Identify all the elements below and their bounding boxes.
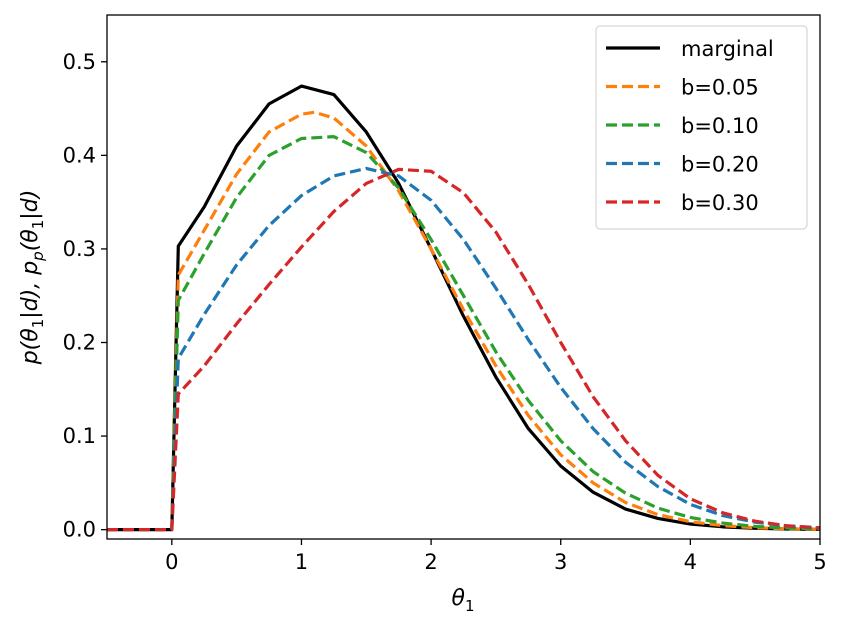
series-layer: [107, 84, 820, 532]
y-tick-label: 0.0: [63, 518, 96, 542]
legend: marginal b=0.05 b=0.10 b=0.20 b=0.30: [595, 25, 808, 230]
y-tick-label: 0.4: [63, 143, 96, 167]
y-tick-label: 0.1: [63, 424, 96, 448]
series-line-5: [107, 167, 820, 532]
legend-label-3: b=0.10: [681, 114, 759, 138]
y-axis-label: p(θ1|d), pp(θ1|d): [18, 190, 47, 366]
plot-frame: [106, 14, 821, 540]
legend-label-4: b=0.20: [681, 153, 759, 177]
x-tick-label: 5: [813, 550, 826, 574]
series-line-1: [107, 84, 820, 532]
x-tick-label: 2: [424, 550, 437, 574]
series-line-4: [107, 166, 820, 532]
series-line-3: [107, 135, 820, 532]
legend-box: [595, 25, 808, 230]
x-tick-label: 4: [684, 550, 697, 574]
x-tick-label: 0: [165, 550, 178, 574]
x-tick-label: 1: [295, 550, 308, 574]
x-axis-label: θ1: [451, 586, 474, 615]
y-tick-label: 0.3: [63, 237, 96, 261]
ticks-layer: 0 1 2 3 4 5 0.0 0.1 0.2 0.3 0.4 0.5: [63, 50, 827, 574]
y-tick-label: 0.2: [63, 331, 96, 355]
legend-label-1: marginal: [681, 37, 774, 61]
y-tick-label: 0.5: [63, 50, 96, 74]
legend-label-2: b=0.05: [681, 76, 759, 100]
series-line-2: [107, 110, 820, 532]
x-tick-label: 3: [554, 550, 567, 574]
legend-label-5: b=0.30: [681, 191, 759, 215]
